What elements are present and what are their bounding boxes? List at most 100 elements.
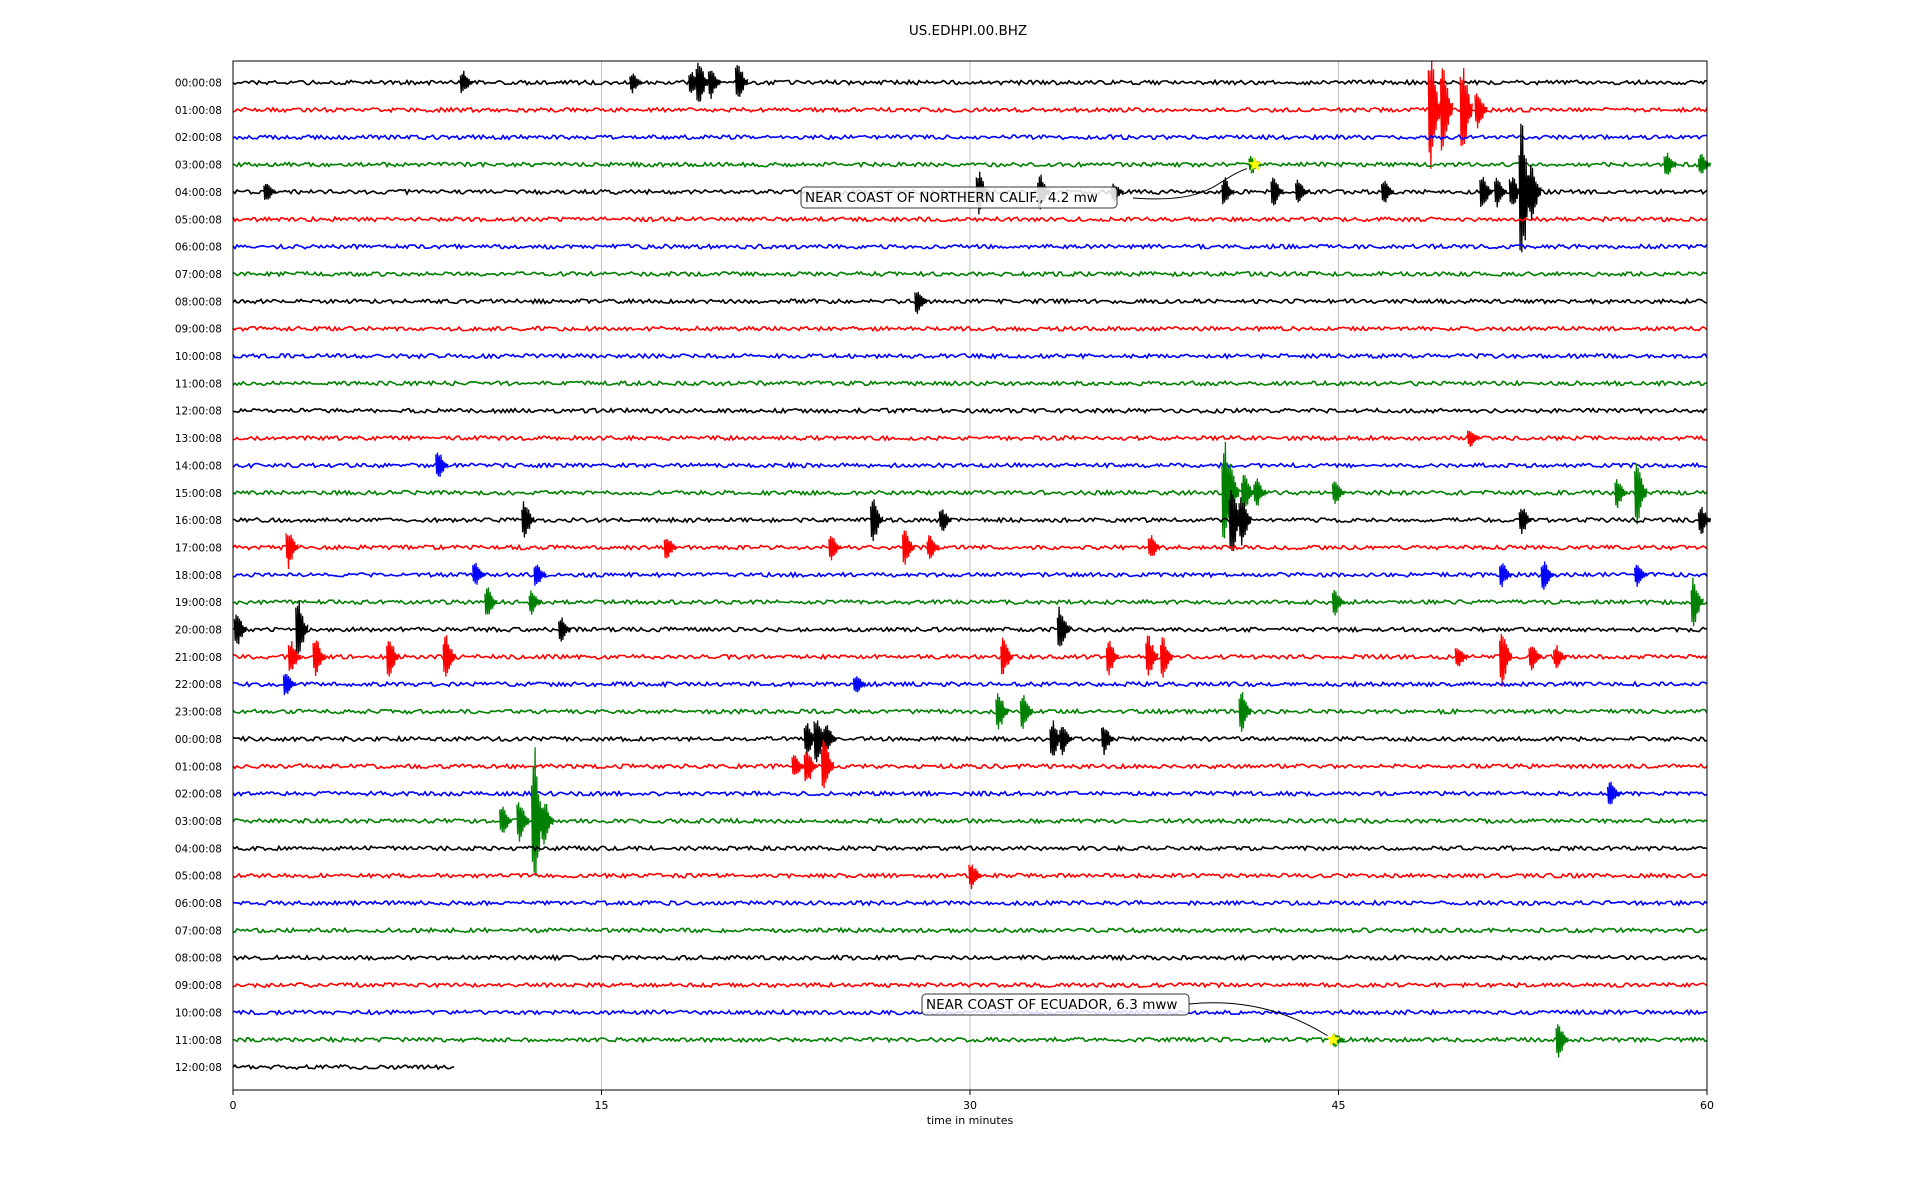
event-star-icon xyxy=(1247,156,1263,171)
seismic-spike xyxy=(707,70,722,99)
row-time-label: 12:00:08 xyxy=(175,1062,222,1074)
trace-line xyxy=(232,817,1708,825)
seismic-spike xyxy=(828,536,842,561)
seismic-spike xyxy=(869,499,884,542)
seismic-spike xyxy=(695,62,709,102)
trace-line xyxy=(232,789,1708,798)
seismic-spike xyxy=(442,635,456,677)
trace-line xyxy=(232,488,1708,497)
row-time-label: 17:00:08 xyxy=(175,542,222,554)
trace-line xyxy=(232,625,1707,634)
seismic-spike xyxy=(435,452,449,477)
seismic-spike xyxy=(521,501,535,538)
seismic-spike xyxy=(1479,176,1493,208)
event-annotations: NEAR COAST OF NORTHERN CALIF., 4.2 mw NEA… xyxy=(800,156,1341,1046)
trace-line xyxy=(232,379,1708,388)
row-time-label: 07:00:08 xyxy=(175,269,222,281)
row-time-label: 12:00:08 xyxy=(175,406,222,418)
row-time-label: 00:00:08 xyxy=(175,78,222,90)
trace-line xyxy=(232,434,1708,442)
seismic-spike xyxy=(820,739,835,789)
row-time-label: 07:00:08 xyxy=(175,925,222,937)
seismic-spike xyxy=(1493,177,1508,208)
seismic-spike xyxy=(803,751,817,782)
seismic-spike xyxy=(1474,93,1488,129)
x-axis-label: time in minutes xyxy=(927,1114,1014,1127)
row-time-label: 22:00:08 xyxy=(175,679,222,691)
row-time-label: 10:00:08 xyxy=(175,1007,222,1019)
trace-line xyxy=(232,242,1708,251)
row-time-label: 02:00:08 xyxy=(175,132,222,144)
seismic-spike xyxy=(1294,179,1309,203)
seismic-spike xyxy=(995,693,1009,730)
seismic-spike xyxy=(791,755,805,775)
seismic-spike xyxy=(1459,68,1473,147)
seismic-spike xyxy=(287,641,302,671)
seismic-spike xyxy=(1147,535,1161,557)
trace-line xyxy=(232,516,1708,524)
seismic-spike xyxy=(285,533,299,570)
seismic-spike xyxy=(312,640,326,677)
seismic-spike xyxy=(1697,506,1712,534)
seismic-spike xyxy=(1059,726,1073,756)
trace-line xyxy=(232,543,1708,551)
row-time-label: 14:00:08 xyxy=(175,460,222,472)
seismic-spike xyxy=(1221,177,1235,205)
trace-line xyxy=(232,680,1708,689)
row-time-label: 20:00:08 xyxy=(175,625,222,637)
seismic-spike xyxy=(663,538,677,559)
annotation-connector xyxy=(1132,168,1248,200)
x-axis-ticks: 0 15 30 45 60 xyxy=(230,1090,1714,1112)
seismic-spike xyxy=(1498,563,1513,588)
trace-line xyxy=(232,598,1708,606)
seismic-spike xyxy=(1634,463,1648,525)
annotation-connector xyxy=(1188,1002,1328,1037)
trace-line xyxy=(232,1036,1708,1044)
seismic-spike xyxy=(1056,606,1071,647)
row-time-label: 01:00:08 xyxy=(175,105,222,117)
trace-line xyxy=(232,735,1708,743)
trace-line xyxy=(232,707,1708,716)
event-star-icon xyxy=(1326,1032,1341,1046)
seismic-spike xyxy=(1540,561,1554,590)
seismic-spike xyxy=(1552,644,1567,669)
trace-line xyxy=(232,325,1708,333)
row-time-label: 03:00:08 xyxy=(175,816,222,828)
seismic-spike xyxy=(1466,430,1481,447)
seismic-spike xyxy=(1498,633,1513,687)
row-time-label: 21:00:08 xyxy=(175,652,222,664)
seismic-spike xyxy=(1238,497,1252,546)
row-time-label: 04:00:08 xyxy=(175,843,222,855)
trace-line xyxy=(232,160,1708,169)
seismic-spike xyxy=(263,183,277,200)
row-time-label: 16:00:08 xyxy=(175,515,222,527)
seismic-spike xyxy=(1380,180,1395,203)
trace-line xyxy=(232,297,1708,305)
row-time-label: 18:00:08 xyxy=(175,570,222,582)
row-time-label: 15:00:08 xyxy=(175,488,222,500)
seismic-spike xyxy=(914,291,928,314)
x-tick-label: 30 xyxy=(963,1099,977,1112)
seismic-spike xyxy=(852,676,867,693)
trace-line xyxy=(232,981,1708,989)
seismic-spike xyxy=(1000,637,1014,675)
trace-line xyxy=(232,953,1708,962)
seismic-spike xyxy=(1145,635,1159,676)
row-time-label: 11:00:08 xyxy=(175,1035,222,1047)
seismic-spike xyxy=(1697,153,1712,174)
trace-line xyxy=(232,926,1708,934)
annotation-text: NEAR COAST OF ECUADOR, 6.3 mww xyxy=(926,997,1177,1013)
seismic-spike xyxy=(1528,646,1542,671)
seismic-spike xyxy=(1427,61,1441,169)
seismic-spike xyxy=(1270,177,1284,206)
x-tick-label: 0 xyxy=(230,1099,237,1112)
seismic-spike xyxy=(1663,152,1677,175)
seismic-spike xyxy=(1454,648,1468,667)
row-time-labels: 00:00:08 01:00:08 02:00:08 03:00:08 04:00:08… xyxy=(175,78,222,1075)
x-tick-label: 45 xyxy=(1332,1099,1346,1112)
annotation-box xyxy=(921,993,1190,1016)
seismic-spike xyxy=(1528,164,1542,222)
seismic-spike xyxy=(1240,475,1255,512)
row-time-label: 00:00:08 xyxy=(175,734,222,746)
